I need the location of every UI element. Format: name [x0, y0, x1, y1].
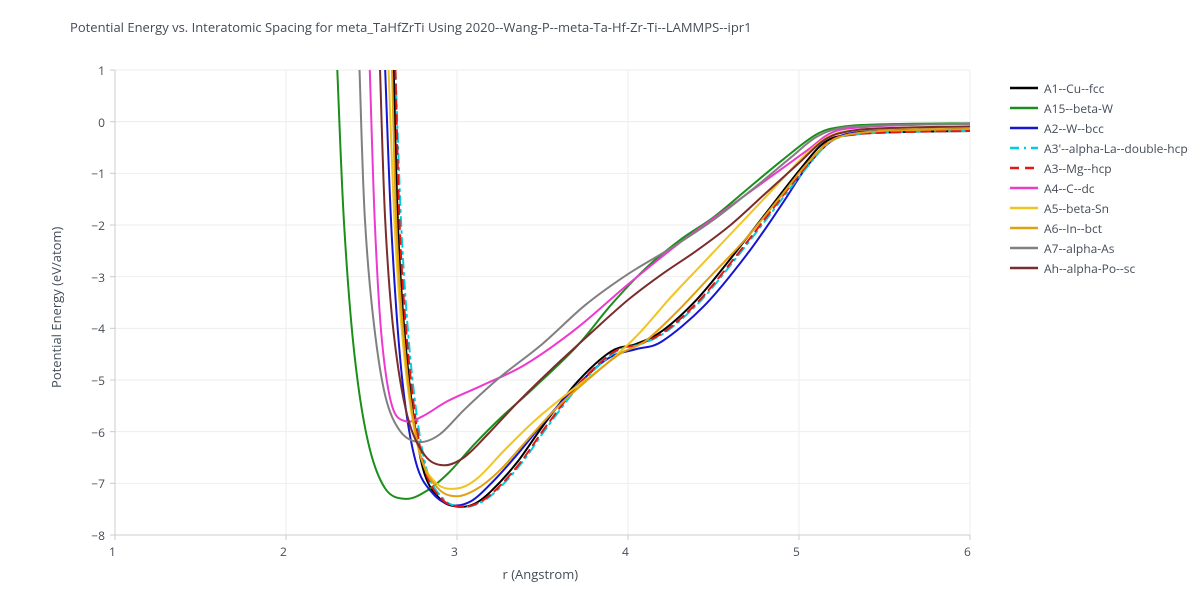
legend-swatch: [1010, 141, 1038, 155]
x-tick-label: 4: [622, 543, 629, 560]
x-tick-label: 2: [280, 543, 287, 560]
y-axis-label: Potential Energy (eV/atom): [47, 226, 65, 387]
legend[interactable]: A1--Cu--fcc A15--beta-W A2--W--bcc A3'--alp…: [1010, 78, 1188, 278]
series-line[interactable]: [392, 70, 970, 496]
plot-area[interactable]: [115, 70, 970, 535]
legend-label: A3--Mg--hcp: [1044, 160, 1112, 177]
y-tick-label: 0: [98, 114, 105, 131]
y-tick-label: 1: [98, 62, 105, 79]
legend-label: A6--In--bct: [1044, 220, 1102, 237]
legend-swatch: [1010, 261, 1038, 275]
legend-item[interactable]: A3'--alpha-La--double-hcp: [1010, 138, 1188, 158]
y-tick-label: −4: [91, 320, 105, 337]
legend-item[interactable]: Ah--alpha-Po--sc: [1010, 258, 1188, 278]
legend-item[interactable]: A7--alpha-As: [1010, 238, 1188, 258]
legend-item[interactable]: A2--W--bcc: [1010, 118, 1188, 138]
series-line[interactable]: [385, 70, 970, 506]
legend-label: A2--W--bcc: [1044, 120, 1104, 137]
legend-item[interactable]: A6--In--bct: [1010, 218, 1188, 238]
y-tick-label: −7: [91, 475, 105, 492]
y-tick-label: −8: [91, 527, 105, 544]
legend-swatch: [1010, 241, 1038, 255]
y-tick-label: −5: [91, 372, 105, 389]
y-tick-label: −6: [91, 424, 105, 441]
legend-swatch: [1010, 181, 1038, 195]
legend-swatch: [1010, 161, 1038, 175]
legend-label: A1--Cu--fcc: [1044, 80, 1104, 97]
y-tick-label: −1: [91, 165, 105, 182]
x-tick-label: 1: [109, 543, 116, 560]
legend-swatch: [1010, 121, 1038, 135]
x-axis-label: r (Angstrom): [503, 565, 579, 583]
legend-item[interactable]: A1--Cu--fcc: [1010, 78, 1188, 98]
legend-label: A5--beta-Sn: [1044, 200, 1109, 217]
legend-label: A3'--alpha-La--double-hcp: [1044, 140, 1188, 157]
x-tick-label: 5: [793, 543, 800, 560]
series-line[interactable]: [360, 70, 970, 442]
chart-title: Potential Energy vs. Interatomic Spacing…: [70, 18, 752, 36]
y-tick-label: −2: [91, 217, 105, 234]
legend-item[interactable]: A15--beta-W: [1010, 98, 1188, 118]
legend-swatch: [1010, 101, 1038, 115]
legend-swatch: [1010, 81, 1038, 95]
legend-item[interactable]: A4--C--dc: [1010, 178, 1188, 198]
chart-container: Potential Energy vs. Interatomic Spacing…: [0, 0, 1200, 600]
x-tick-label: 6: [964, 543, 971, 560]
legend-label: A15--beta-W: [1044, 100, 1113, 117]
y-tick-label: −3: [91, 269, 105, 286]
legend-swatch: [1010, 201, 1038, 215]
x-tick-label: 3: [451, 543, 458, 560]
series-line[interactable]: [370, 70, 970, 422]
legend-item[interactable]: A5--beta-Sn: [1010, 198, 1188, 218]
legend-item[interactable]: A3--Mg--hcp: [1010, 158, 1188, 178]
legend-label: A4--C--dc: [1044, 180, 1095, 197]
legend-label: A7--alpha-As: [1044, 240, 1114, 257]
legend-swatch: [1010, 221, 1038, 235]
series-line[interactable]: [337, 70, 970, 499]
legend-label: Ah--alpha-Po--sc: [1044, 260, 1135, 277]
